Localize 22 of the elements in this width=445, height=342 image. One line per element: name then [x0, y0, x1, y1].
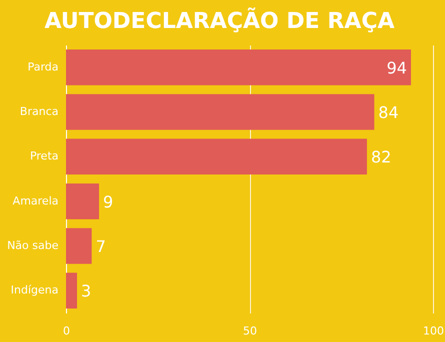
bar [66, 138, 367, 175]
y-tick-label: Indígena [10, 284, 58, 297]
chart-title: AUTODECLARAÇÃO DE RAÇA [44, 7, 394, 34]
y-tick-label: Amarela [12, 194, 58, 208]
bar [66, 272, 78, 309]
data-label: 82 [370, 148, 392, 167]
data-label: 3 [81, 282, 92, 301]
data-label: 94 [386, 58, 407, 78]
bar [66, 228, 92, 264]
x-tick-label: 100 [423, 324, 444, 338]
data-label: 9 [103, 192, 114, 212]
y-tick-label: Parda [28, 60, 58, 74]
bar [66, 183, 100, 220]
y-tick-label: Não sabe [7, 239, 59, 252]
x-tick-label: 50 [243, 324, 257, 338]
y-tick-label: Branca [20, 105, 58, 118]
bar [66, 49, 411, 86]
x-tick-label: 0 [63, 324, 70, 338]
y-tick-label: Preta [30, 150, 58, 163]
data-label: 84 [378, 103, 399, 122]
bar [66, 94, 374, 130]
data-label: 7 [96, 237, 106, 256]
